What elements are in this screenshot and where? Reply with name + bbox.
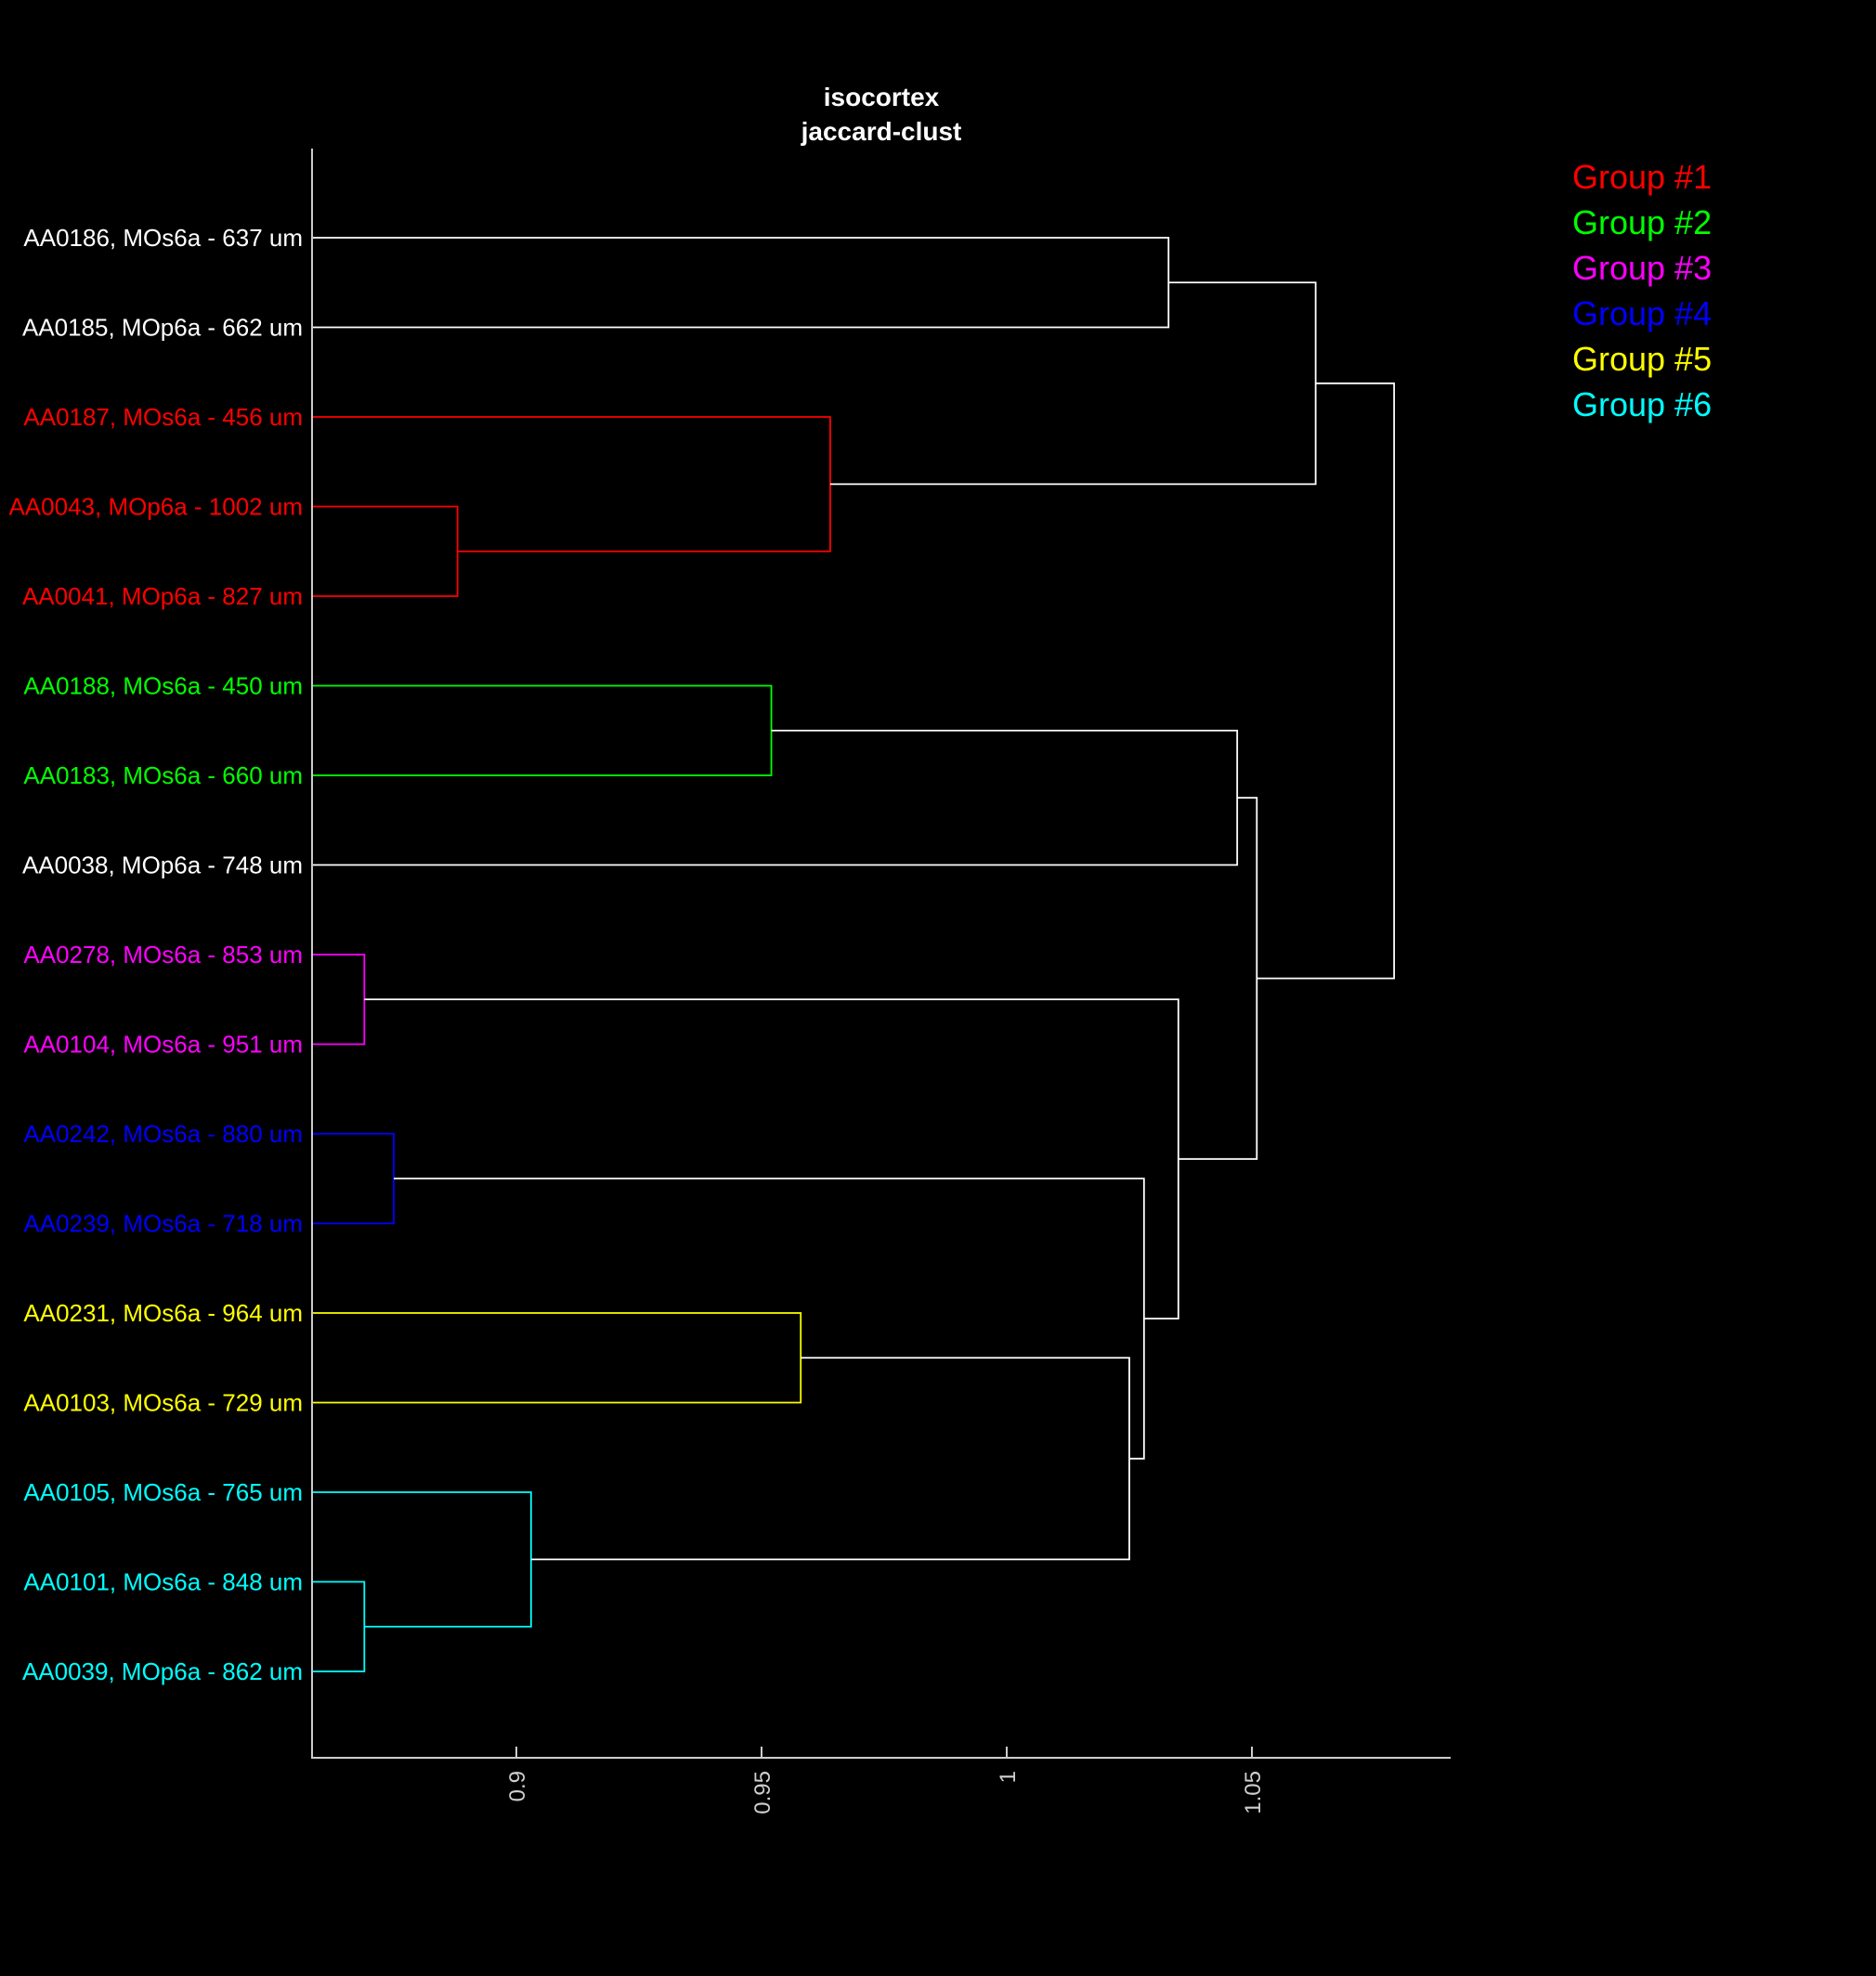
leaf-label: AA0242, MOs6a - 880 um [23, 1120, 303, 1148]
leaf-label: AA0278, MOs6a - 853 um [23, 941, 303, 968]
leaf-label: AA0039, MOp6a - 862 um [22, 1658, 303, 1685]
leaf-label: AA0105, MOs6a - 765 um [23, 1478, 303, 1506]
legend-entry: Group #2 [1572, 203, 1712, 241]
leaf-label: AA0038, MOp6a - 748 um [22, 852, 303, 879]
axes [311, 149, 1451, 1759]
leaf-label: AA0187, MOs6a - 456 um [23, 403, 303, 431]
leaf-label: AA0043, MOp6a - 1002 um [8, 493, 303, 521]
legend-entry: Group #1 [1572, 158, 1712, 196]
dendrogram-link [1257, 382, 1396, 980]
legend-entry: Group #4 [1572, 294, 1712, 332]
leaf-label: AA0186, MOs6a - 637 um [23, 224, 303, 252]
leaf-label: AA0101, MOs6a - 848 um [23, 1568, 303, 1596]
leaf-label: AA0183, MOs6a - 660 um [23, 761, 303, 789]
leaf-label: AA0239, MOs6a - 718 um [23, 1210, 303, 1238]
leaf-label: AA0041, MOp6a - 827 um [22, 582, 303, 610]
axis-frame [311, 149, 1451, 1759]
leaf-label: AA0188, MOs6a - 450 um [23, 672, 303, 700]
legend: Group #1 Group #2 Group #3 Group #4 Group #5… [1572, 158, 1712, 423]
legend-entry: Group #3 [1572, 249, 1712, 287]
x-tick-label: 1 [996, 1771, 1021, 1783]
leaf-label: AA0231, MOs6a - 964 um [23, 1299, 303, 1327]
x-axis-ticks: 0.9 0.95 1 1.05 [505, 1747, 1266, 1814]
chart-title-line-2: jaccard-clust [801, 117, 962, 146]
dendrogram-links [312, 237, 1396, 1672]
leaf-label: AA0185, MOp6a - 662 um [22, 314, 303, 342]
legend-entry: Group #5 [1572, 340, 1712, 378]
leaf-labels: AA0186, MOs6a - 637 um AA0185, MOp6a - 66… [8, 224, 303, 1685]
chart-title-line-1: isocortex [824, 83, 940, 111]
x-tick-label: 0.95 [750, 1771, 775, 1814]
legend-entry: Group #6 [1572, 385, 1712, 423]
x-tick-label: 1.05 [1241, 1771, 1266, 1814]
leaf-label: AA0103, MOs6a - 729 um [23, 1389, 303, 1417]
x-tick-label: 0.9 [505, 1771, 530, 1801]
leaf-label: AA0104, MOs6a - 951 um [23, 1031, 303, 1059]
